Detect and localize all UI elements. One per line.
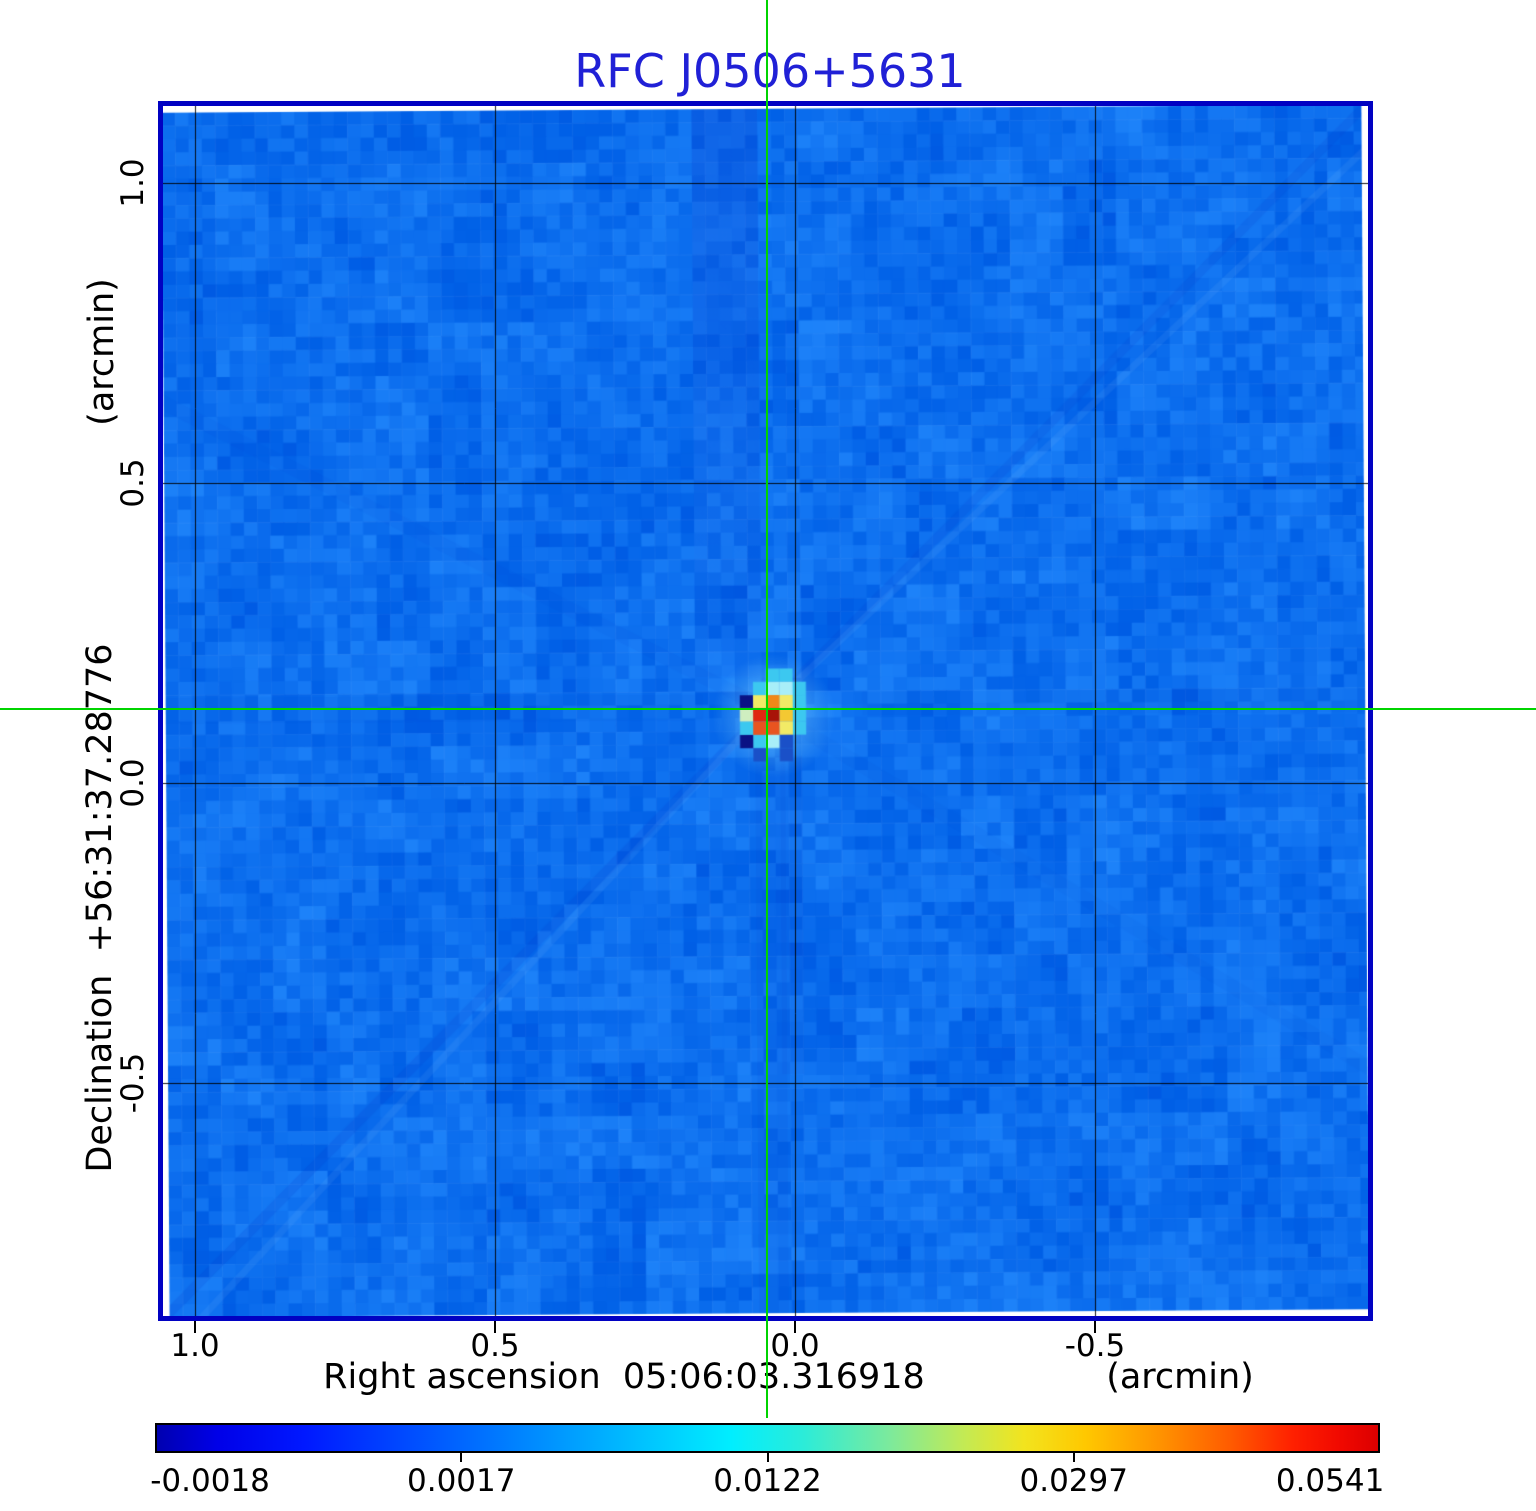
plot-frame	[158, 101, 1373, 1321]
colorbar-tick-label: 0.0541	[1275, 1463, 1385, 1499]
x-axis-label: Right ascension 05:06:03.316918	[323, 1357, 925, 1397]
y-axis-label: Declination +56:31:37.28776	[80, 643, 120, 1173]
colorbar-tick-label: 0.0017	[407, 1463, 516, 1499]
colorbar-tick-mark	[766, 1453, 769, 1462]
x-axis-tick-mark	[794, 1321, 796, 1333]
crosshair-horizontal-line	[0, 708, 1536, 710]
y-axis-unit-label: (arcmin)	[82, 278, 122, 426]
y-tick-label: 1.0	[115, 158, 151, 208]
colorbar-tick-label: -0.0018	[150, 1463, 270, 1499]
colorbar-tick-label: 0.0297	[1019, 1463, 1128, 1499]
x-axis-tick-mark	[494, 1321, 496, 1333]
x-tick-label: 0.0	[770, 1328, 820, 1364]
x-axis-unit-label: (arcmin)	[1106, 1357, 1254, 1397]
colorbar-tick-mark	[460, 1453, 463, 1462]
x-axis-tick-mark	[1094, 1321, 1096, 1333]
colorbar-gradient	[155, 1423, 1380, 1453]
colorbar-tick-label: 0.0122	[713, 1463, 822, 1499]
plot-title: RFC J0506+5631	[574, 44, 966, 98]
x-tick-label: 0.5	[470, 1328, 520, 1364]
colorbar-tick-mark	[1072, 1453, 1075, 1462]
y-tick-label: 0.0	[115, 758, 151, 808]
x-tick-label: -0.5	[1064, 1328, 1126, 1364]
y-tick-label: 0.5	[115, 458, 151, 508]
x-tick-label: 1.0	[170, 1328, 220, 1364]
x-axis-tick-mark	[194, 1321, 196, 1333]
sky-image-canvas	[163, 106, 1368, 1316]
y-tick-label: -0.5	[115, 1052, 151, 1114]
